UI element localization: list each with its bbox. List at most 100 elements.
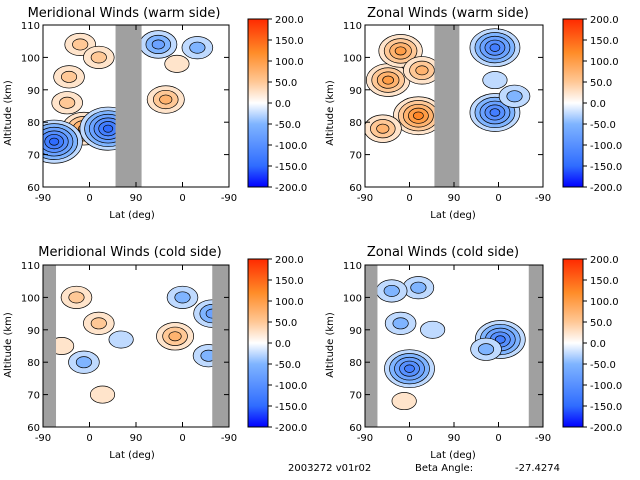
contour-level: [494, 335, 506, 344]
y-tick-label: 90: [349, 86, 362, 97]
y-axis-label: Altitude (km): [3, 80, 14, 146]
colorbar-tick-label: -200.0: [590, 423, 622, 434]
y-tick-label: 80: [27, 118, 40, 129]
data-gap: [43, 265, 57, 427]
colorbar-tick-label: -50.0: [590, 120, 616, 131]
contour-level: [415, 65, 429, 76]
y-tick-label: 110: [21, 21, 40, 32]
contour-level: [68, 291, 85, 304]
y-axis-label: Altitude (km): [325, 80, 336, 146]
panel-title: Meridional Winds (cold side): [38, 245, 221, 260]
x-axis-label: Lat (deg): [109, 450, 155, 461]
y-tick-label: 60: [27, 423, 40, 434]
y-tick-label: 60: [349, 183, 362, 194]
panel-title: Zonal Winds (warm side): [367, 6, 529, 21]
colorbar: [247, 18, 269, 188]
contour-level: [376, 123, 390, 134]
colorbar-tick-label: 100.0: [275, 297, 304, 308]
x-tick-label: 0: [179, 433, 185, 444]
contour-level: [482, 71, 508, 90]
data-gap: [528, 265, 543, 427]
colorbar-tick-label: -150.0: [275, 162, 307, 173]
colorbar-tick-label: -100.0: [275, 141, 307, 152]
plot-area: [365, 265, 543, 427]
contour-level: [90, 51, 107, 64]
y-tick-label: 110: [343, 21, 362, 32]
contour-level: [60, 70, 78, 83]
x-tick-label: 0: [86, 433, 92, 444]
colorbar-tick-label: 100.0: [275, 57, 304, 68]
x-axis-label: Lat (deg): [430, 210, 476, 221]
data-gap: [212, 265, 229, 427]
y-tick-label: 70: [27, 151, 40, 162]
y-tick-label: 90: [27, 86, 40, 97]
colorbar-tick-label: -50.0: [590, 360, 616, 371]
x-tick-label: -90: [357, 193, 373, 204]
colorbar-tick-label: 200.0: [590, 255, 619, 266]
colorbar-tick-label: 150.0: [590, 36, 619, 47]
contour-level: [49, 137, 60, 146]
y-tick-label: 80: [349, 358, 362, 369]
contour-level: [413, 111, 424, 120]
x-axis-label: Lat (deg): [109, 210, 155, 221]
colorbar: [562, 18, 584, 188]
colorbar-tick-label: 150.0: [275, 276, 304, 287]
panel-title: Zonal Winds (cold side): [367, 245, 519, 260]
colorbar-tick-label: 0.0: [590, 99, 606, 110]
x-tick-label: 90: [448, 433, 461, 444]
x-axis-label: Lat (deg): [430, 450, 476, 461]
contour-level: [383, 284, 400, 297]
colorbar-tick-label: -50.0: [275, 360, 301, 371]
colorbar-tick-label: 150.0: [275, 36, 304, 47]
y-tick-label: 100: [343, 293, 362, 304]
colorbar-tick-label: 0.0: [275, 99, 291, 110]
x-tick-label: 0: [86, 193, 92, 204]
colorbar-tick-label: 200.0: [275, 255, 304, 266]
colorbar-tick-label: 150.0: [590, 276, 619, 287]
y-tick-label: 70: [349, 391, 362, 402]
x-tick-label: 0: [179, 193, 185, 204]
x-tick-label: 90: [130, 193, 143, 204]
x-tick-label: -90: [221, 193, 237, 204]
y-tick-label: 100: [21, 293, 40, 304]
data-gap: [434, 25, 460, 187]
x-tick-label: -90: [35, 433, 51, 444]
contour-level: [90, 317, 107, 330]
colorbar-tick-label: -100.0: [590, 141, 622, 152]
contour-level: [392, 317, 409, 330]
colorbar-tick-label: -200.0: [275, 183, 307, 194]
y-tick-label: 70: [349, 151, 362, 162]
y-tick-label: 110: [343, 261, 362, 272]
contour-level: [506, 90, 523, 103]
x-tick-label: 0: [406, 433, 412, 444]
data-gap: [115, 25, 142, 187]
panel-zonal-warm: Zonal Winds (warm side) Altitude (km) La…: [325, 6, 622, 221]
contour-level: [159, 94, 173, 105]
contour-level: [72, 38, 89, 51]
colorbar-tick-label: 0.0: [590, 339, 606, 350]
x-tick-label: -90: [35, 193, 51, 204]
y-tick-label: 80: [27, 358, 40, 369]
colorbar-tick-label: 50.0: [590, 318, 612, 329]
contour-level: [489, 108, 501, 117]
colorbar-tick-label: -150.0: [590, 162, 622, 173]
colorbar-tick-label: -150.0: [275, 402, 307, 413]
colorbar-tick-label: 200.0: [275, 15, 304, 26]
contour-level: [404, 364, 415, 373]
contour-level: [489, 43, 501, 52]
contour-level: [477, 343, 495, 356]
panel-title: Meridional Winds (warm side): [28, 6, 221, 21]
colorbar: [247, 258, 269, 428]
y-tick-label: 60: [349, 423, 362, 434]
contour-level: [108, 330, 134, 349]
y-axis-label: Altitude (km): [325, 312, 336, 378]
x-tick-label: 90: [130, 433, 143, 444]
x-tick-label: -90: [535, 433, 551, 444]
x-tick-label: 0: [406, 193, 412, 204]
contour-level: [420, 320, 446, 339]
y-tick-label: 90: [349, 326, 362, 337]
x-tick-label: 0: [495, 193, 501, 204]
contour-level: [382, 75, 394, 85]
y-tick-label: 60: [27, 183, 40, 194]
contour-level: [391, 392, 417, 411]
